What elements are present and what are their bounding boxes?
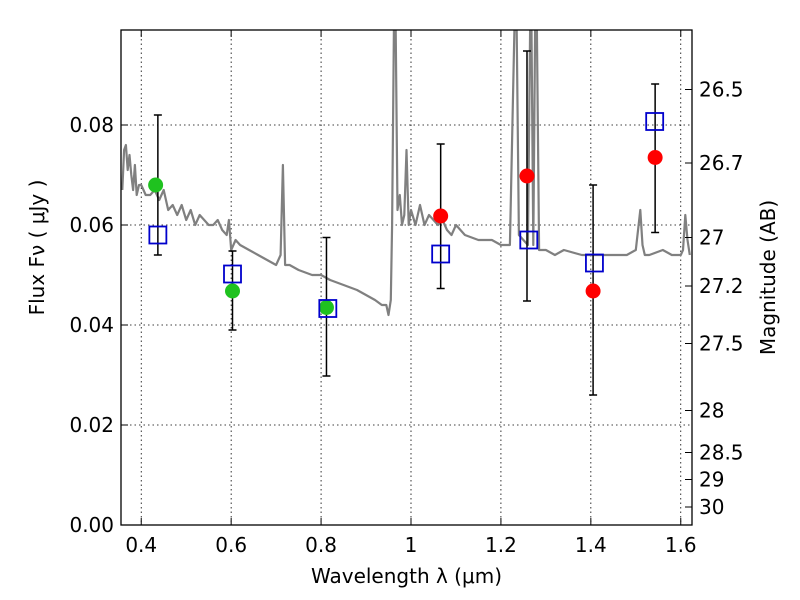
data-point — [585, 283, 601, 299]
x-tick-label: 1.6 — [665, 533, 697, 557]
spectrum-line — [121, 30, 691, 317]
y-tick-label: 0.02 — [69, 413, 114, 437]
y-tick-label: 0.06 — [69, 213, 114, 237]
model-point — [223, 264, 242, 284]
x-tick-label: 1 — [405, 533, 418, 557]
x-tick-label: 1.4 — [575, 533, 607, 557]
y-axis-label: Flux Fν ( μJy ) — [25, 180, 49, 316]
x-tick-label: 0.8 — [305, 533, 337, 557]
data-point — [647, 150, 663, 165]
y2-tick-label: 30 — [699, 495, 724, 519]
y2-tick-label: 26.5 — [699, 78, 744, 102]
model-point — [148, 225, 168, 245]
plot-frame — [120, 29, 693, 526]
y2-tick-label: 27.5 — [699, 332, 744, 356]
y2-tick-label: 26.7 — [699, 151, 744, 175]
model-point — [431, 244, 451, 264]
x-tick-label: 0.6 — [215, 533, 247, 557]
x-axis-label: Wavelength λ (μm) — [311, 564, 502, 588]
data-point — [318, 300, 334, 315]
y-tick-label: 0.04 — [69, 313, 114, 337]
x-tick-label: 0.4 — [125, 533, 157, 557]
y2-tick-label: 27.2 — [699, 274, 744, 298]
data-point — [148, 177, 164, 193]
plot-area — [121, 30, 691, 396]
axis-ticks: 0.4 0.6 0.8 1 1.2 1.4 1.6 0.00 0.02 0.04 0.06 0.08 2… — [69, 30, 744, 557]
x-tick-label: 1.2 — [485, 533, 517, 557]
model-point — [519, 230, 539, 250]
y2-tick-label: 28.5 — [699, 441, 744, 465]
y2-tick-label: 27 — [699, 226, 724, 250]
data-point — [225, 283, 241, 299]
data-point — [433, 208, 449, 224]
y-tick-label: 0.00 — [69, 513, 114, 537]
model-point — [318, 299, 338, 318]
model-point — [645, 112, 665, 131]
y2-tick-label: 29 — [699, 468, 724, 492]
grid — [121, 30, 692, 526]
y2-tick-label: 28 — [699, 399, 724, 423]
y-tick-label: 0.08 — [69, 113, 114, 137]
model-point — [585, 253, 604, 273]
y2-axis-label: Magnitude (AB) — [756, 200, 780, 355]
data-point — [519, 168, 535, 184]
